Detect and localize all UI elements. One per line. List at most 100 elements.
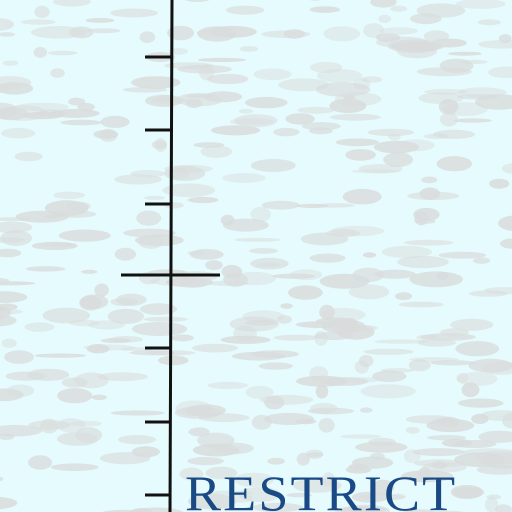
texture-blot: [478, 430, 512, 443]
texture-blot: [405, 415, 454, 424]
texture-blot: [6, 384, 35, 397]
texture-blot: [85, 18, 115, 23]
texture-blot: [402, 509, 437, 512]
texture-blot: [198, 413, 250, 423]
texture-blot: [319, 377, 369, 386]
texture-blot: [0, 277, 10, 283]
texture-blot: [185, 0, 210, 2]
texture-blot: [453, 486, 485, 498]
texture-blot: [253, 68, 292, 81]
texture-blot: [458, 398, 504, 408]
texture-blot: [457, 87, 507, 98]
texture-blot: [0, 230, 32, 246]
texture-blot: [431, 38, 467, 48]
texture-blot: [452, 440, 497, 448]
texture-blot: [179, 279, 207, 288]
texture-blot: [360, 407, 373, 413]
texture-blot: [419, 187, 441, 200]
texture-blot: [373, 140, 420, 154]
texture-blot: [335, 138, 380, 147]
texture-blot: [162, 183, 216, 198]
texture-blot: [31, 241, 78, 250]
texture-blot: [477, 19, 501, 26]
texture-blot: [1, 338, 17, 348]
texture-blot: [306, 452, 324, 457]
texture-blot: [94, 283, 109, 297]
texture-blot: [50, 463, 99, 472]
texture-blot: [309, 366, 329, 381]
texture-blot: [91, 394, 107, 400]
texture-blot: [476, 464, 512, 475]
texture-blot: [358, 164, 403, 174]
texture-blot: [450, 318, 494, 331]
texture-blot: [225, 5, 265, 15]
texture-blot: [57, 388, 93, 404]
texture-blot: [381, 368, 415, 373]
texture-blot: [221, 264, 243, 279]
texture-blot: [144, 195, 165, 200]
texture-blot: [0, 221, 33, 233]
texture-blot: [455, 0, 506, 9]
texture-blot: [245, 385, 274, 399]
texture-blot: [0, 424, 43, 437]
texture-blot: [192, 343, 238, 353]
texture-blot: [223, 218, 269, 232]
texture-blot: [309, 6, 341, 13]
texture-blot: [200, 145, 233, 158]
texture-blot: [97, 372, 148, 382]
texture-blot: [348, 284, 390, 300]
texture-blot: [193, 142, 225, 148]
texture-blot: [101, 509, 146, 512]
texture-blot: [309, 253, 346, 263]
texture-blot: [375, 36, 430, 48]
texture-blot: [0, 388, 24, 402]
texture-blot: [0, 83, 10, 93]
texture-blot: [168, 48, 189, 55]
texture-blot: [25, 266, 66, 272]
texture-blot: [0, 82, 34, 95]
texture-blot: [4, 350, 34, 364]
texture-blot: [79, 294, 109, 310]
texture-blot: [44, 200, 89, 217]
texture-blot: [0, 314, 17, 327]
texture-blot: [197, 57, 247, 63]
texture-blot: [24, 322, 55, 332]
texture-blot: [351, 169, 401, 174]
texture-blot: [53, 0, 91, 7]
texture-blot: [448, 51, 482, 56]
texture-blot: [438, 251, 487, 259]
texture-blot: [250, 350, 299, 358]
texture-blot: [278, 78, 330, 92]
texture-blot: [501, 163, 512, 174]
texture-blot: [272, 273, 316, 279]
texture-blot: [42, 307, 90, 324]
texture-blot: [417, 338, 457, 347]
texture-blot: [189, 249, 224, 260]
texture-blot: [110, 410, 165, 416]
texture-blot: [340, 434, 382, 439]
texture-blot: [354, 360, 369, 374]
texture-blot: [502, 412, 512, 429]
texture-blot: [367, 128, 415, 137]
texture-blot: [390, 5, 408, 12]
texture-blot: [334, 92, 382, 106]
texture-blot: [144, 94, 183, 107]
texture-blot: [167, 25, 195, 41]
texture-blot: [250, 206, 271, 222]
texture-blot: [130, 170, 166, 178]
texture-blot: [474, 450, 512, 465]
texture-blot: [408, 359, 431, 372]
texture-blot: [83, 344, 136, 351]
texture-blot: [280, 303, 293, 309]
texture-blot: [319, 304, 335, 320]
texture-blot: [168, 167, 190, 180]
texture-blot: [139, 31, 156, 43]
texture-blot: [285, 113, 315, 125]
texture-blot: [154, 138, 167, 152]
texture-blot: [342, 188, 382, 205]
texture-blot: [37, 109, 66, 118]
texture-blot: [120, 347, 153, 352]
texture-blot: [34, 5, 50, 19]
